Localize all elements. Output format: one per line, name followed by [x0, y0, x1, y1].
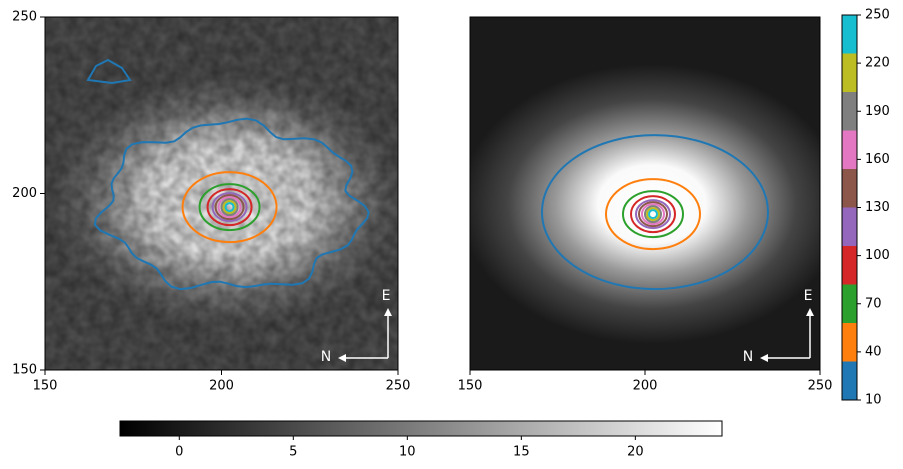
contour [641, 203, 665, 226]
contour [217, 196, 242, 219]
annotation: E [382, 288, 391, 304]
contour [635, 199, 671, 230]
colorbar-segment [842, 92, 857, 131]
colorbar-tick-label: 100 [865, 248, 890, 263]
colorbar-tick-label: 70 [865, 296, 882, 311]
colorbar-tick-label: 0 [175, 445, 183, 460]
contour [638, 201, 668, 228]
contour [605, 178, 701, 251]
colorbar-tick-label: 10 [865, 393, 882, 408]
colorbar-segment [842, 323, 857, 362]
x-tick-label: 150 [458, 379, 483, 394]
contour [541, 134, 769, 291]
arrow-head [760, 354, 768, 362]
contour [644, 205, 662, 224]
contour [622, 190, 684, 239]
contour [630, 195, 676, 234]
colorbar [119, 420, 723, 437]
contour [86, 58, 132, 85]
x-tick-label: 250 [808, 379, 833, 394]
y-tick-label: 200 [12, 186, 37, 201]
annotation: E [804, 288, 813, 304]
contour [198, 183, 261, 232]
colorbar-segment [842, 169, 857, 208]
colorbar-segment [842, 130, 857, 169]
contour [224, 202, 235, 213]
contour [181, 171, 278, 244]
colorbar-tick-label: 15 [513, 445, 530, 460]
contour [646, 207, 660, 222]
contour [206, 188, 253, 227]
colorbar-segment [842, 284, 857, 323]
colorbar-tick-label: 220 [865, 56, 890, 71]
colorbar-tick-label: 130 [865, 200, 890, 215]
x-tick-label: 200 [209, 379, 234, 394]
y-tick-label: 250 [12, 10, 37, 25]
contour [648, 209, 658, 220]
colorbar-segment [842, 246, 857, 285]
colorbar-segment [842, 53, 857, 92]
contour [214, 194, 245, 221]
x-tick-label: 150 [33, 379, 58, 394]
colorbar-tick-label: 250 [865, 8, 890, 23]
colorbar-tick-label: 160 [865, 152, 890, 167]
colorbar-tick-label: 10 [399, 445, 416, 460]
colorbar-segment [842, 361, 857, 400]
noise [45, 17, 398, 370]
contour [220, 198, 239, 217]
annotation: N [321, 349, 331, 365]
x-tick-label: 200 [633, 379, 658, 394]
contour [211, 192, 248, 223]
y-tick-label: 150 [12, 363, 37, 378]
colorbar-tick-label: 40 [865, 344, 882, 359]
contour [93, 117, 370, 291]
contour [222, 200, 237, 215]
colorbar-tick-label: 20 [627, 445, 644, 460]
arrow-head [806, 308, 814, 316]
image [470, 17, 820, 370]
colorbar-segment [842, 15, 857, 54]
colorbar-segment [842, 207, 857, 246]
annotation: N [743, 349, 753, 365]
colorbar-tick-label: 190 [865, 104, 890, 119]
arrow-head [384, 308, 392, 316]
x-tick-label: 250 [386, 379, 411, 394]
colorbar-tick-label: 5 [289, 445, 297, 460]
arrow-head [338, 354, 346, 362]
